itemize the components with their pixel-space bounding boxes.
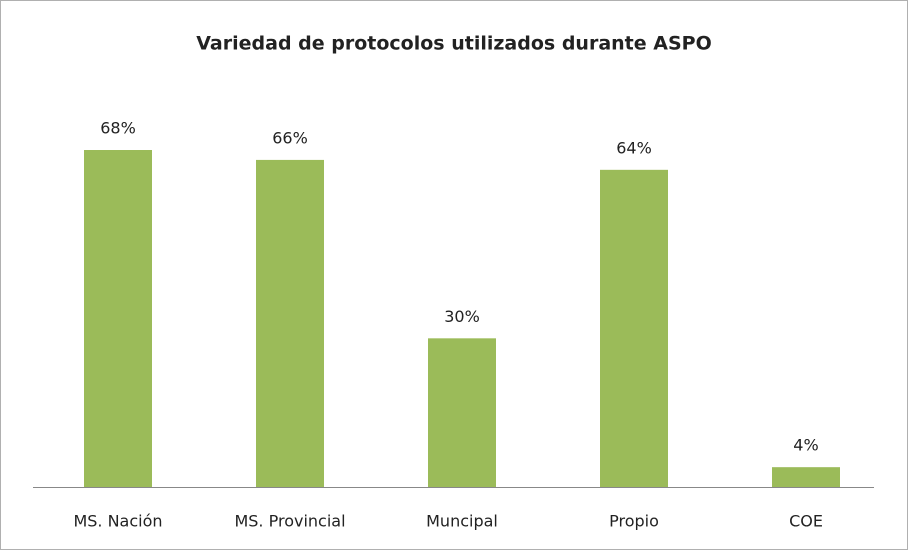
x-tick-label: COE (789, 512, 823, 531)
value-label: 30% (444, 307, 480, 326)
value-label: 4% (793, 436, 818, 455)
value-label: 66% (272, 128, 308, 147)
bar (600, 169, 668, 487)
x-tick-label: Muncipal (426, 512, 498, 531)
value-label: 64% (616, 138, 652, 157)
bar (256, 159, 324, 488)
bar (84, 150, 152, 487)
x-tick-label: MS. Nación (73, 512, 162, 531)
value-label: 68% (100, 119, 136, 138)
bar (772, 467, 840, 487)
x-tick-label: MS. Provincial (234, 512, 345, 531)
chart-title: Variedad de protocolos utilizados durant… (196, 33, 711, 55)
x-tick-label: Propio (609, 512, 659, 531)
bar (428, 338, 496, 487)
